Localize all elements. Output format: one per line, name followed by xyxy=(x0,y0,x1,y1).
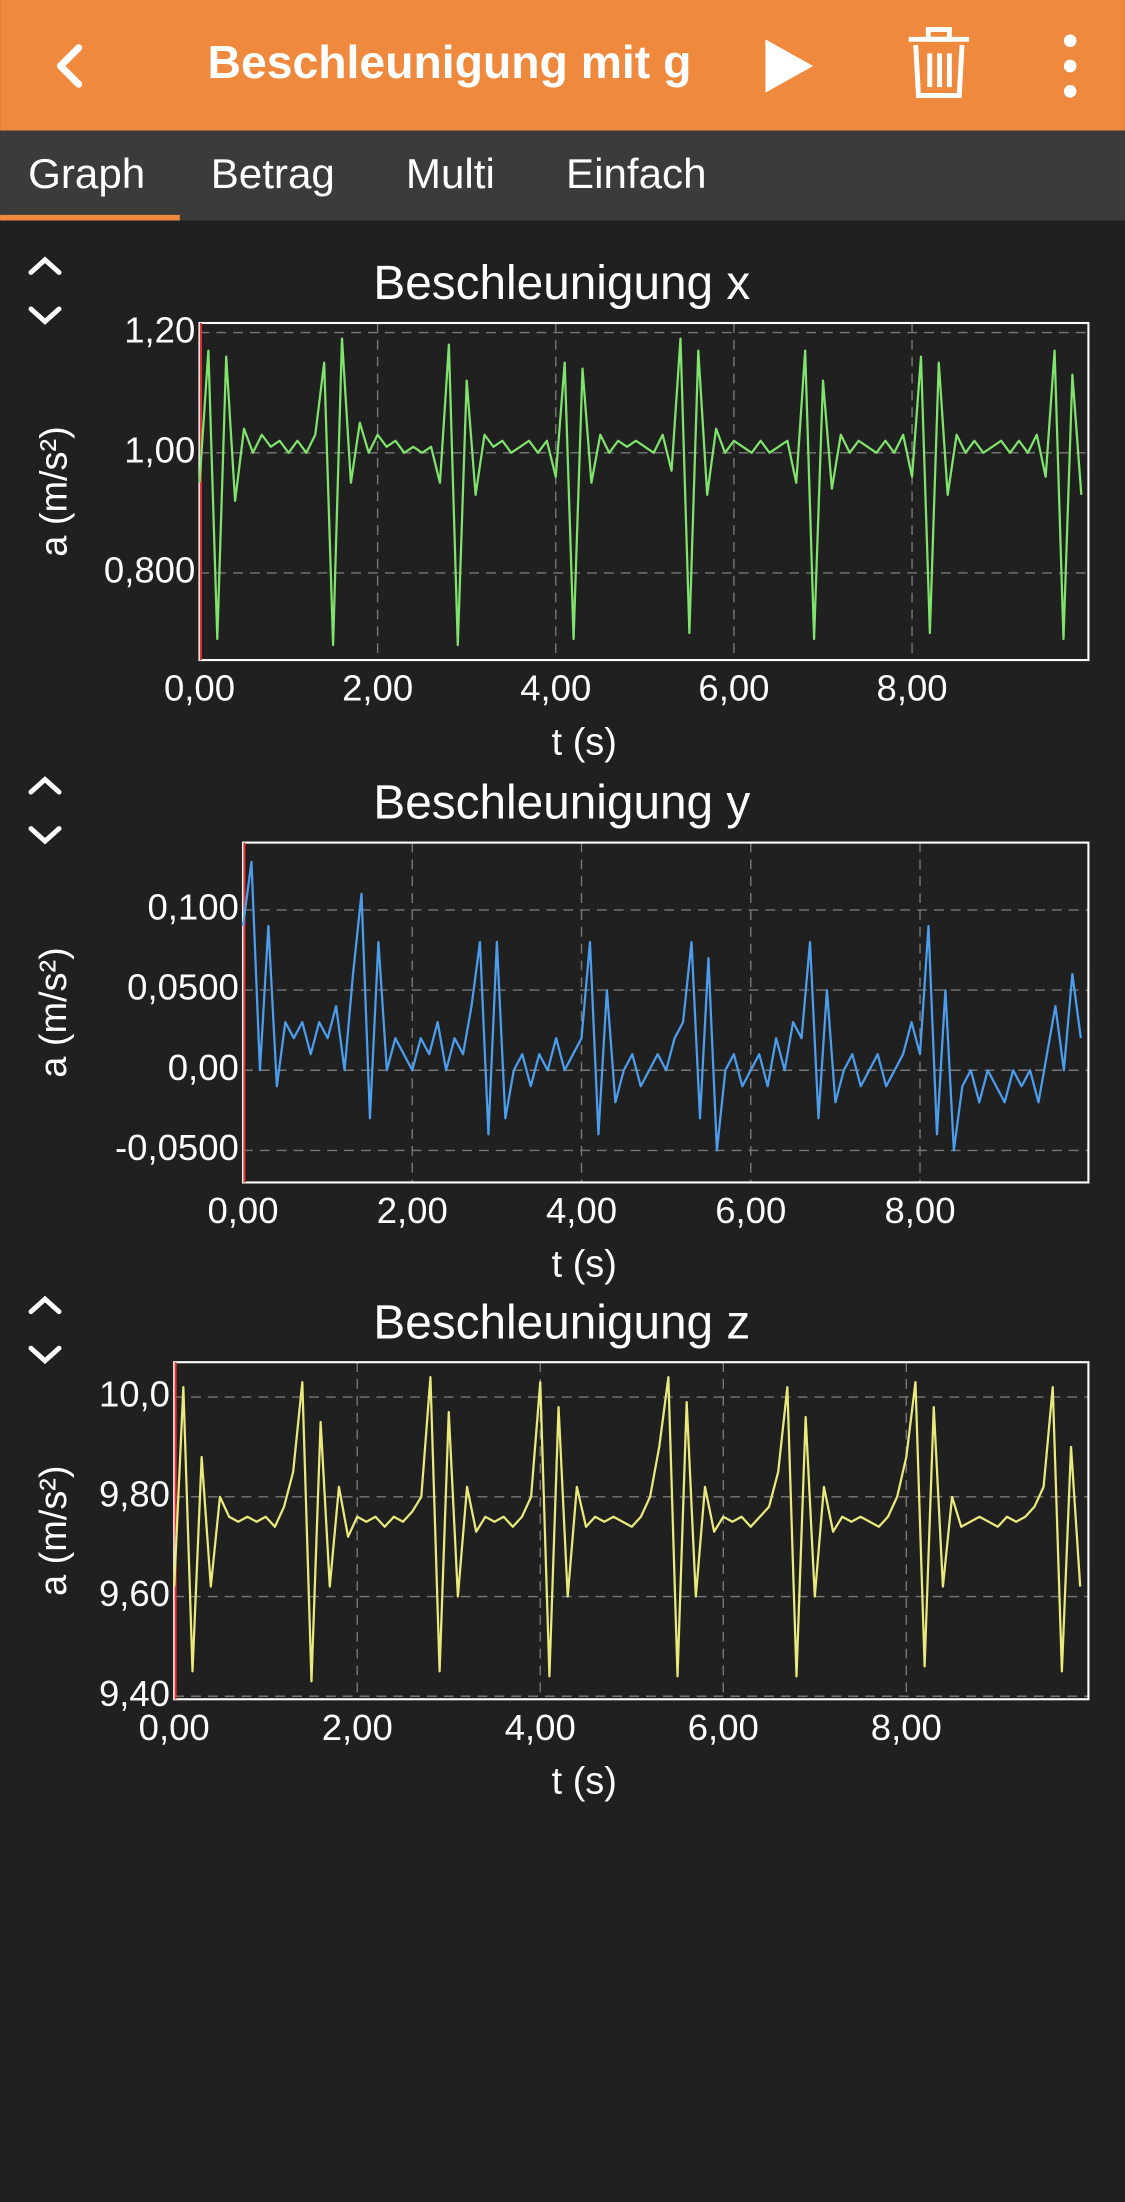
tab[interactable]: Einfach xyxy=(566,150,707,197)
y-tick-label: 0,0500 xyxy=(127,967,239,1008)
collapse-button[interactable] xyxy=(28,1345,62,1365)
plot-frame xyxy=(173,1361,1090,1701)
y-tick-label: -0,0500 xyxy=(115,1127,239,1168)
tab-indicator xyxy=(0,214,180,221)
x-tick-label: 4,00 xyxy=(546,1190,617,1231)
chart-title: Beschleunigung z xyxy=(373,1296,750,1349)
x-axis-label: t (s) xyxy=(552,1761,617,1803)
x-tick-label: 6,00 xyxy=(715,1190,786,1231)
y-tick-label: 0,00 xyxy=(168,1047,239,1088)
x-tick-label: 0,00 xyxy=(207,1190,278,1231)
tab[interactable]: Betrag xyxy=(211,150,335,197)
x-tick-label: 2,00 xyxy=(342,668,413,709)
collapse-button[interactable] xyxy=(28,826,62,845)
menu-button[interactable] xyxy=(1063,34,1077,98)
y-tick-label: 1,20 xyxy=(124,309,195,350)
collapse-button[interactable] xyxy=(28,306,62,325)
y-tick-label: 0,100 xyxy=(147,887,238,928)
x-axis-label: t (s) xyxy=(552,1244,617,1286)
data-line xyxy=(241,860,1082,1152)
app-title: Beschleunigung mit g xyxy=(208,36,692,88)
x-tick-label: 2,00 xyxy=(377,1190,448,1231)
x-tick-label: 0,00 xyxy=(164,668,235,709)
data-line xyxy=(173,1376,1082,1683)
x-tick-label: 8,00 xyxy=(877,668,948,709)
plot-frame xyxy=(198,321,1090,662)
y-axis-label: a (m/s²) xyxy=(33,947,75,1078)
x-tick-label: 4,00 xyxy=(505,1707,576,1748)
y-tick-label: 0,800 xyxy=(104,550,195,591)
y-axis-label: a (m/s²) xyxy=(33,426,75,557)
x-axis-label: t (s) xyxy=(552,721,617,763)
chart-title: Beschleunigung x xyxy=(373,257,750,310)
x-tick-label: 8,00 xyxy=(884,1190,955,1231)
x-tick-label: 0,00 xyxy=(139,1707,210,1748)
y-tick-label: 9,80 xyxy=(99,1473,170,1514)
y-axis-label: a (m/s²) xyxy=(33,1465,75,1596)
y-tick-label: 10,0 xyxy=(99,1374,170,1415)
x-tick-label: 2,00 xyxy=(322,1707,393,1748)
expand-button[interactable] xyxy=(28,776,62,795)
back-button[interactable] xyxy=(56,44,83,88)
delete-button[interactable] xyxy=(908,27,970,98)
tab-bar xyxy=(0,130,1125,221)
x-tick-label: 8,00 xyxy=(871,1707,942,1748)
plot-frame xyxy=(241,841,1090,1184)
data-line xyxy=(198,337,1083,647)
y-tick-label: 1,00 xyxy=(124,429,195,470)
expand-button[interactable] xyxy=(28,256,62,275)
tab[interactable]: Graph xyxy=(28,150,145,197)
tab[interactable]: Multi xyxy=(406,150,495,197)
y-tick-label: 9,60 xyxy=(99,1573,170,1614)
chart-title: Beschleunigung y xyxy=(373,777,750,830)
x-tick-label: 6,00 xyxy=(698,668,769,709)
expand-button[interactable] xyxy=(28,1295,62,1315)
y-tick-label: 9,40 xyxy=(99,1673,170,1714)
play-button[interactable] xyxy=(765,39,814,93)
x-tick-label: 4,00 xyxy=(520,668,591,709)
x-tick-label: 6,00 xyxy=(688,1707,759,1748)
